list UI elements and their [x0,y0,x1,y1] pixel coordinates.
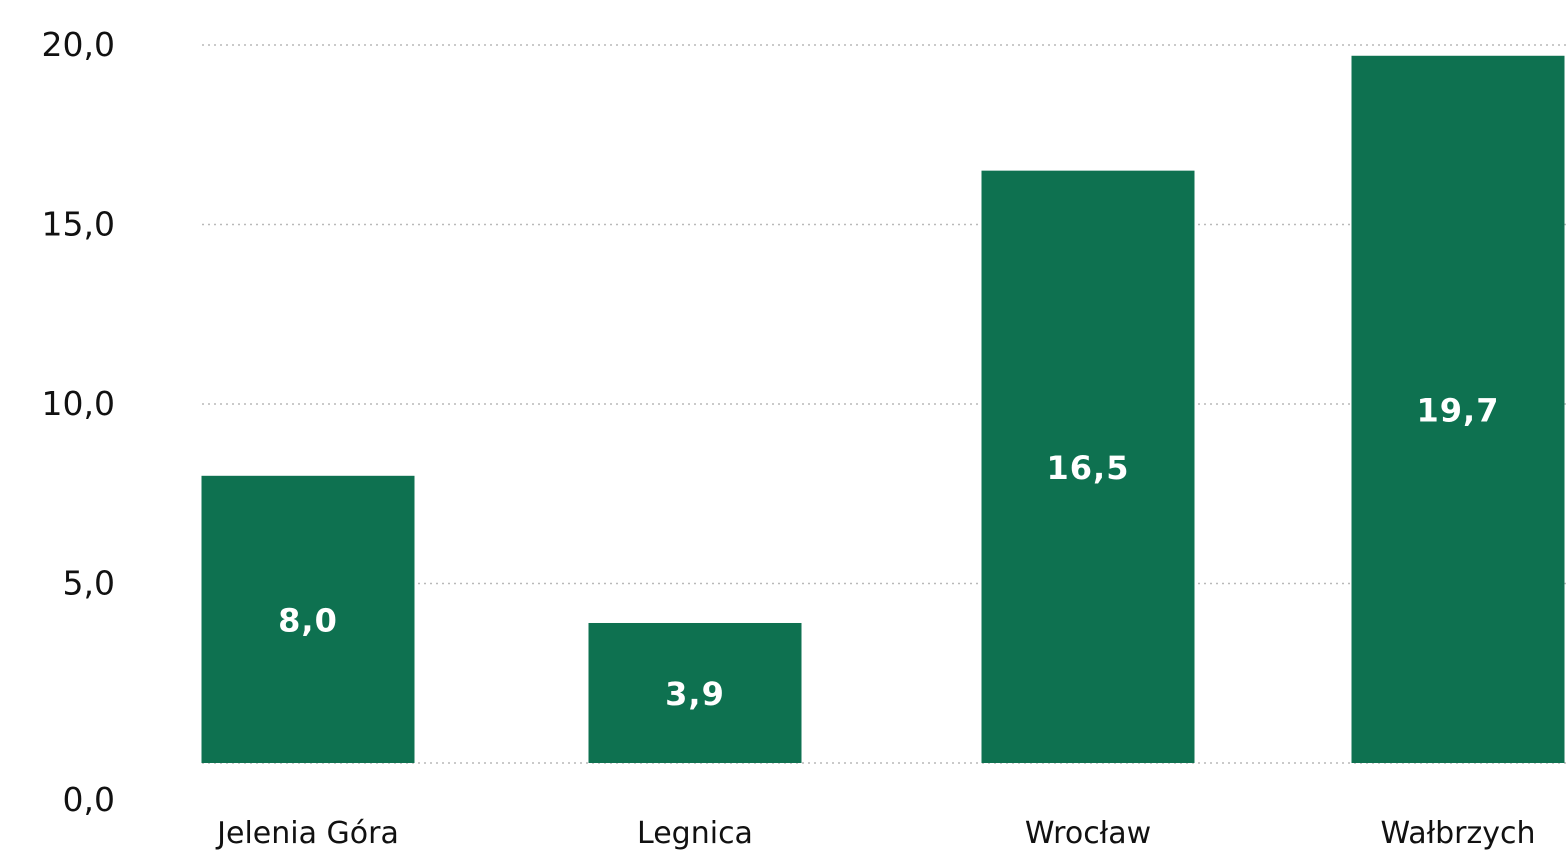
x-tick-label: Jelenia Góra [215,816,399,851]
x-tick-label: Wałbrzych [1380,816,1535,851]
bar [981,170,1195,763]
bar [588,622,802,763]
y-tick-label: 10,0 [42,384,115,423]
y-tick-label: 5,0 [63,564,115,603]
bar [201,475,415,763]
bar-value-label: 16,5 [1047,449,1130,487]
bar [1351,55,1565,763]
bar-value-label: 19,7 [1417,391,1500,429]
bars [201,55,1565,763]
y-axis-ticks: 0,0 5,0 10,0 15,0 20,0 [42,25,115,819]
x-tick-label: Legnica [637,816,753,851]
x-axis-ticks: Jelenia Góra Legnica Wrocław Wałbrzych [215,816,1535,851]
x-tick-label: Wrocław [1025,816,1151,851]
bar-value-label: 8,0 [278,601,338,639]
bar-value-label: 3,9 [665,675,725,713]
y-tick-label: 15,0 [42,205,115,244]
y-tick-label: 20,0 [42,25,115,64]
bar-value-labels: 8,0 3,9 16,5 19,7 [278,391,1500,713]
y-tick-label: 0,0 [63,780,115,819]
